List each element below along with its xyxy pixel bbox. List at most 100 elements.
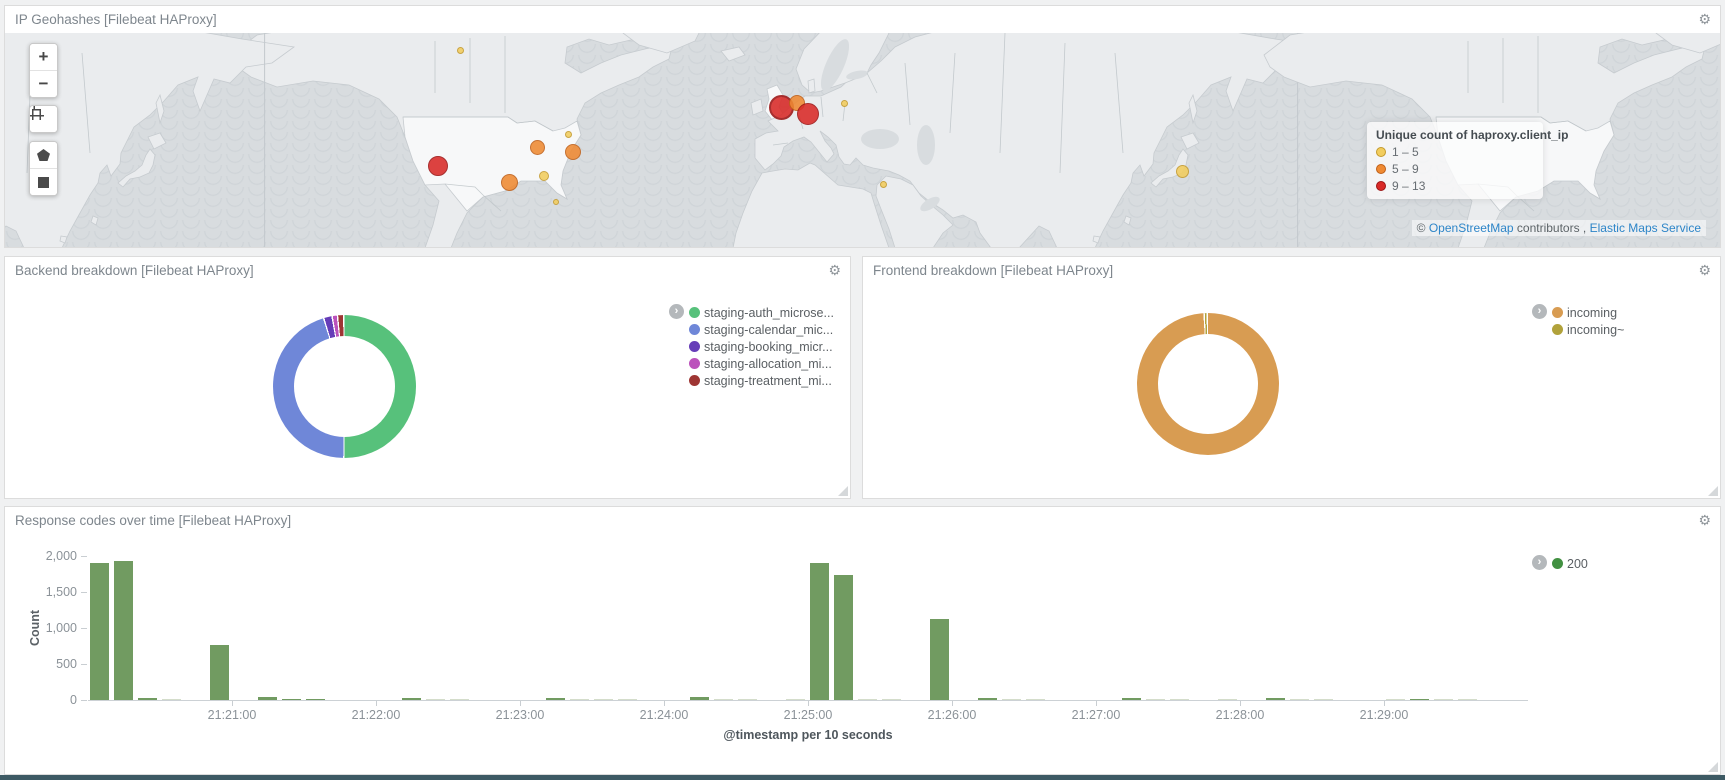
geo-point-marker[interactable] [564, 130, 572, 138]
bar-200[interactable] [1289, 698, 1309, 700]
frontend-donut-chart[interactable] [1137, 313, 1279, 455]
bar-200[interactable] [257, 697, 277, 700]
y-tick-mark [81, 592, 87, 593]
legend-item[interactable]: staging-treatment_mi... [689, 372, 834, 389]
legend-color-dot [1552, 558, 1563, 569]
bar-200[interactable] [137, 697, 157, 700]
bar-200[interactable] [1433, 698, 1453, 700]
zoom-in-button[interactable]: + [30, 44, 57, 70]
bar-200[interactable] [89, 563, 109, 700]
legend-range-label: 5 – 9 [1392, 162, 1419, 176]
legend-item-label: staging-treatment_mi... [704, 373, 832, 388]
geo-point-marker[interactable] [456, 46, 464, 54]
legend-item-label: incoming [1567, 305, 1618, 320]
geo-point-marker[interactable] [529, 139, 545, 155]
legend-color-dot [1376, 164, 1386, 174]
bar-200[interactable] [833, 575, 853, 700]
x-tick-label: 21:29:00 [1359, 708, 1409, 722]
bar-200[interactable] [881, 698, 901, 700]
panel-title: Backend breakdown [Filebeat HAProxy] [15, 263, 254, 278]
gear-icon[interactable]: ⚙ [1698, 11, 1711, 27]
attribution-middle: contributors , [1516, 221, 1587, 235]
legend-toggle-icon[interactable]: › [1532, 555, 1547, 570]
bar-200[interactable] [209, 645, 229, 700]
resize-handle[interactable] [1708, 762, 1718, 772]
gear-icon[interactable]: ⚙ [828, 262, 841, 278]
gear-icon[interactable]: ⚙ [1698, 262, 1711, 278]
draw-polygon-button[interactable] [30, 142, 57, 168]
zoom-out-button[interactable]: − [30, 70, 57, 97]
bar-200[interactable] [401, 697, 421, 700]
legend-toggle-icon[interactable]: › [669, 304, 684, 319]
y-tick-label: 500 [56, 657, 77, 671]
geo-point-marker[interactable] [500, 173, 518, 191]
geo-point-marker[interactable] [553, 199, 559, 205]
polygon-icon [37, 149, 50, 161]
bar-200[interactable] [809, 563, 829, 700]
bar-200[interactable] [737, 698, 757, 700]
x-tick-label: 21:22:00 [351, 708, 401, 722]
legend-item[interactable]: staging-booking_micr... [689, 338, 834, 355]
geo-point-marker[interactable] [1175, 164, 1189, 178]
response-codes-panel: Response codes over time [Filebeat HAPro… [4, 506, 1721, 775]
bar-200[interactable] [425, 698, 445, 700]
bar-200[interactable] [977, 697, 997, 700]
bar-200[interactable] [593, 698, 613, 700]
legend-item[interactable]: incoming [1552, 304, 1624, 321]
bar-200[interactable] [1001, 698, 1021, 700]
bar-200[interactable] [1313, 698, 1333, 700]
x-tick-label: 21:23:00 [495, 708, 545, 722]
bar-200[interactable] [1025, 698, 1045, 700]
bar-200[interactable] [1217, 698, 1237, 700]
bar-200[interactable] [113, 561, 133, 700]
bar-200[interactable] [281, 698, 301, 700]
legend-item-200[interactable]: 200 [1552, 555, 1588, 572]
bar-200[interactable] [545, 697, 565, 700]
panel-title: Response codes over time [Filebeat HAPro… [15, 513, 292, 528]
legend-item[interactable]: staging-calendar_mic... [689, 321, 834, 338]
bar-200[interactable] [785, 698, 805, 700]
bar-200[interactable] [161, 698, 181, 700]
bar-200[interactable] [305, 698, 325, 700]
bar-200[interactable] [569, 698, 589, 700]
elastic-maps-service-link[interactable]: Elastic Maps Service [1589, 221, 1701, 235]
legend-item[interactable]: staging-auth_microse... [689, 304, 834, 321]
bar-200[interactable] [449, 698, 469, 700]
bar-200[interactable] [617, 698, 637, 700]
legend-toggle-icon[interactable]: › [1532, 304, 1547, 319]
geo-point-marker[interactable] [797, 103, 819, 125]
legend-item-label: incoming~ [1567, 322, 1625, 337]
x-tick-mark [952, 701, 953, 706]
bar-200[interactable] [1385, 698, 1405, 700]
bar-200[interactable] [713, 698, 733, 700]
legend-item-label: staging-auth_microse... [704, 305, 834, 320]
bar-200[interactable] [1409, 698, 1429, 700]
geo-point-marker[interactable] [565, 144, 581, 160]
geo-point-marker[interactable] [428, 156, 448, 176]
bar-200[interactable] [1457, 698, 1477, 700]
bar-200[interactable] [689, 697, 709, 700]
map-canvas[interactable]: + − Unique count of haproxy.client_ip 1 … [5, 33, 1720, 247]
geo-point-marker[interactable] [879, 180, 887, 188]
fit-data-bounds-button[interactable] [30, 106, 57, 132]
bar-200[interactable] [929, 618, 949, 700]
legend-color-dot [689, 375, 700, 386]
legend-color-dot [689, 341, 700, 352]
map-draw-controls [29, 141, 58, 196]
map-attribution: © OpenStreetMap contributors , Elastic M… [1411, 220, 1706, 236]
legend-item[interactable]: incoming~ [1552, 321, 1624, 338]
resize-handle[interactable] [838, 486, 848, 496]
bar-200[interactable] [1169, 698, 1189, 700]
bar-200[interactable] [1145, 698, 1165, 700]
resize-handle[interactable] [1708, 486, 1718, 496]
geo-point-marker[interactable] [840, 99, 848, 107]
backend-donut-chart[interactable] [273, 315, 416, 458]
draw-rectangle-button[interactable] [30, 168, 57, 195]
openstreetmap-link[interactable]: OpenStreetMap [1428, 221, 1514, 235]
bar-200[interactable] [1265, 697, 1285, 700]
geo-point-marker[interactable] [539, 171, 549, 181]
gear-icon[interactable]: ⚙ [1698, 512, 1711, 528]
bar-200[interactable] [1121, 697, 1141, 700]
legend-item[interactable]: staging-allocation_mi... [689, 355, 834, 372]
bar-200[interactable] [857, 698, 877, 700]
